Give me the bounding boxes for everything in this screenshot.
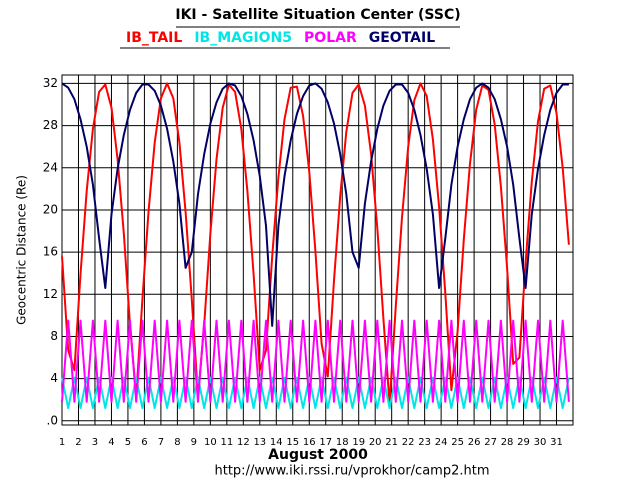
series-line [61,319,570,403]
plot-frame [61,74,574,426]
x-tick-label: 16 [303,437,316,448]
y-tick-label: 28 [43,118,58,132]
y-tick-label: 4 [50,371,58,385]
x-tick-label: 23 [418,437,431,448]
y-tick-label: 20 [43,202,58,216]
x-tick-label: 13 [253,437,266,448]
x-tick-label: 8 [174,437,180,448]
x-tick-label: 17 [319,437,332,448]
x-tick-label: 10 [204,437,217,448]
chart-title: IKI - Satellite Situation Center (SSC) [175,7,460,23]
x-tick-label: 19 [352,437,365,448]
x-tick-label: 22 [402,437,415,448]
x-axis-label: August 2000 [268,447,368,463]
x-tick-label: 1 [59,437,65,448]
legend: IB_TAIL IB_MAGION5 POLAR GEOTAIL [126,30,435,46]
y-tick-label: 12 [43,287,58,301]
x-tick-label: 5 [125,437,131,448]
legend-entry: IB_TAIL [126,30,182,46]
x-tick-label: 6 [141,437,147,448]
x-tick-label: 3 [92,437,98,448]
y-tick-label: 8 [50,329,58,343]
y-tick-label: 24 [43,160,58,174]
x-tick-label: 4 [108,437,114,448]
series-line [61,82,570,405]
y-axis-label: Geocentric Distance (Re) [15,175,29,325]
y-tick-label: 32 [43,76,58,90]
x-tick-label: 29 [517,437,530,448]
legend-entry: IB_MAGION5 [194,30,292,46]
series-line [61,82,569,327]
x-tick-label: 27 [484,437,497,448]
legend-entry: POLAR [304,30,357,46]
y-tick-label: .0 [47,413,58,427]
x-tick-label: 12 [237,437,250,448]
y-tick-label: 16 [43,245,58,259]
x-tick-label: 14 [270,437,283,448]
x-tick-label: 24 [435,437,448,448]
x-tick-label: 21 [385,437,398,448]
x-tick-label: 25 [451,437,464,448]
x-tick-label: 11 [220,437,233,448]
x-tick-label: 30 [534,437,547,448]
x-tick-label: 31 [550,437,563,448]
x-tick-label: 2 [75,437,81,448]
legend-entry: GEOTAIL [369,30,435,46]
x-tick-label: 26 [468,437,481,448]
x-tick-label: 9 [191,437,197,448]
x-tick-label: 18 [336,437,349,448]
footer-url: http://www.iki.rssi.ru/vprokhor/camp2.ht… [215,464,490,479]
x-tick-label: 15 [286,437,299,448]
x-tick-label: 20 [369,437,382,448]
x-tick-label: 28 [501,437,514,448]
x-tick-label: 7 [158,437,164,448]
